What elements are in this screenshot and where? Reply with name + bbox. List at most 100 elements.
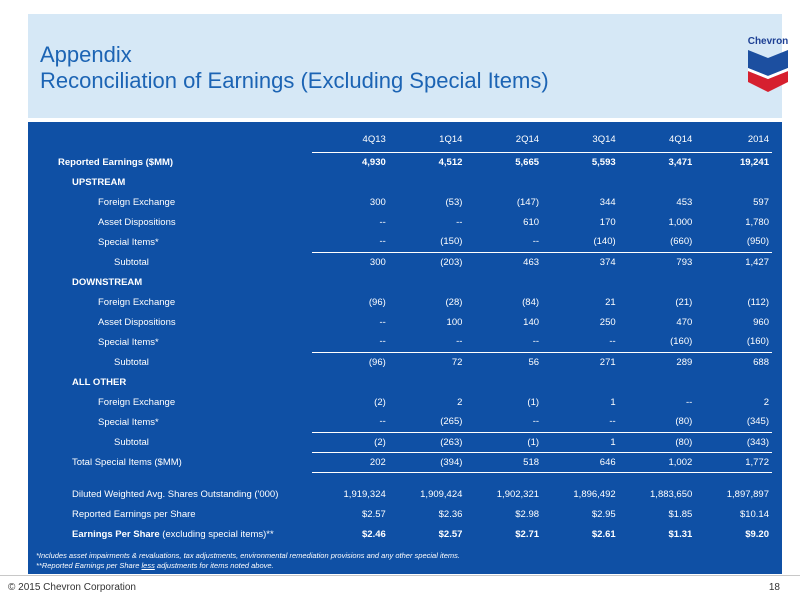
cell: 610 — [523, 216, 540, 228]
cell: 4,930 — [312, 151, 389, 172]
col-header: 4Q14 — [669, 134, 693, 146]
cell: $10.14 — [739, 508, 769, 520]
cell: (1) — [527, 396, 540, 408]
cell: -- — [532, 236, 540, 248]
cell: 463 — [465, 251, 543, 272]
cell: (96) — [312, 351, 389, 372]
table-row: Subtotal (2) (263) (1) 1 (80) (343) — [42, 431, 772, 452]
table-row: Earnings Per Share (excluding special it… — [42, 524, 772, 544]
cell: (80) — [675, 416, 693, 428]
cell: -- — [379, 336, 386, 348]
row-label: Diluted Weighted Avg. Shares Outstanding… — [72, 488, 279, 500]
cell: 1,427 — [695, 251, 772, 272]
cell: -- — [379, 416, 386, 428]
row-label: Asset Dispositions — [98, 316, 176, 328]
col-header: 2014 — [747, 134, 769, 146]
cell: -- — [379, 236, 386, 248]
table-row: UPSTREAM — [42, 172, 772, 192]
footnote-1: *Includes asset impairments & revaluatio… — [36, 551, 460, 560]
cell: (1) — [465, 431, 543, 452]
cell: 202 — [312, 451, 389, 472]
cell: 1,902,321 — [496, 488, 540, 500]
chevron-logo: Chevron — [740, 36, 796, 94]
page-number: 18 — [768, 582, 780, 593]
cell: 374 — [542, 251, 619, 272]
row-label: Reported Earnings per Share — [72, 508, 196, 520]
row-label: Total Special Items ($MM) — [72, 456, 182, 468]
row-label: Subtotal — [114, 436, 149, 448]
page-title: Appendix Reconciliation of Earnings (Exc… — [40, 42, 549, 94]
cell: $2.57 — [438, 528, 463, 540]
row-label: Special Items* — [98, 336, 159, 348]
cell: 100 — [446, 316, 463, 328]
footnotes: *Includes asset impairments & revaluatio… — [36, 551, 460, 571]
footer-divider — [0, 575, 800, 576]
cell: 1,000 — [668, 216, 693, 228]
cell: 1,883,650 — [650, 488, 693, 500]
table-row: Special Items* -- -- -- -- (160) (160) — [42, 332, 772, 352]
cell: (160) — [670, 336, 693, 348]
table-row: Total Special Items ($MM) 202 (394) 518 … — [42, 451, 772, 472]
cell: -- — [609, 416, 616, 428]
footnote-2-start: **Reported Earnings per Share — [36, 561, 142, 570]
cell: (343) — [695, 431, 772, 452]
cell: (265) — [440, 416, 463, 428]
cell: 300 — [312, 251, 389, 272]
row-label-rest: (excluding special items)** — [159, 528, 274, 540]
cell: $2.36 — [438, 508, 463, 520]
cell: 1,772 — [695, 451, 772, 472]
cell: (53) — [445, 196, 463, 208]
cell: 250 — [599, 316, 616, 328]
cell: -- — [379, 316, 386, 328]
footnote-2-underlined: less — [141, 561, 155, 570]
table-row: Reported Earnings ($MM) 4,930 4,512 5,66… — [42, 151, 772, 172]
table-row: Reported Earnings per Share $2.57 $2.36 … — [42, 504, 772, 524]
table-row: Subtotal 300 (203) 463 374 793 1,427 — [42, 251, 772, 272]
section-label: UPSTREAM — [72, 176, 126, 188]
col-header: 3Q14 — [592, 134, 616, 146]
cell: (84) — [522, 296, 540, 308]
cell: (2) — [374, 396, 386, 408]
table-row: Asset Dispositions -- 100 140 250 470 96… — [42, 312, 772, 332]
cell: 2 — [457, 396, 463, 408]
cell: (140) — [593, 236, 616, 248]
cell: -- — [532, 336, 540, 348]
cell: $9.20 — [745, 528, 769, 540]
cell: (147) — [516, 196, 540, 208]
cell: (203) — [388, 251, 466, 272]
cell: 4,512 — [388, 151, 466, 172]
cell: 518 — [465, 451, 543, 472]
header-label-cell — [42, 128, 312, 152]
cell: -- — [532, 416, 540, 428]
cell: -- — [609, 336, 616, 348]
table-row: Foreign Exchange 300 (53) (147) 344 453 … — [42, 192, 772, 212]
table-row: Asset Dispositions -- -- 610 170 1,000 1… — [42, 212, 772, 232]
cell: -- — [379, 216, 386, 228]
cell: (150) — [440, 236, 463, 248]
table-row-spacer — [42, 471, 772, 484]
col-header: 1Q14 — [439, 134, 463, 146]
cell: 1,780 — [745, 216, 769, 228]
cell: $2.98 — [515, 508, 540, 520]
cell: $2.61 — [591, 528, 616, 540]
cell: 1,002 — [618, 451, 696, 472]
table-row: Diluted Weighted Avg. Shares Outstanding… — [42, 484, 772, 504]
cell: 289 — [618, 351, 696, 372]
cell: 793 — [618, 251, 696, 272]
table-header-row: 4Q13 1Q14 2Q14 3Q14 4Q14 2014 — [42, 128, 772, 152]
table-row: Foreign Exchange (2) 2 (1) 1 -- 2 — [42, 392, 772, 412]
row-label: Special Items* — [98, 416, 159, 428]
cell: 271 — [542, 351, 619, 372]
cell: (394) — [388, 451, 466, 472]
cell: 5,665 — [465, 151, 543, 172]
cell: -- — [685, 396, 693, 408]
cell: (2) — [312, 431, 389, 452]
table-row: ALL OTHER — [42, 372, 772, 392]
section-label: DOWNSTREAM — [72, 276, 143, 288]
cell: 170 — [599, 216, 616, 228]
cell: (263) — [388, 431, 466, 452]
cell: $2.57 — [362, 508, 386, 520]
cell: 470 — [676, 316, 693, 328]
data-panel: 4Q13 1Q14 2Q14 3Q14 4Q14 2014 Reported E… — [28, 122, 782, 574]
row-label-bold: Earnings Per Share — [72, 528, 160, 540]
